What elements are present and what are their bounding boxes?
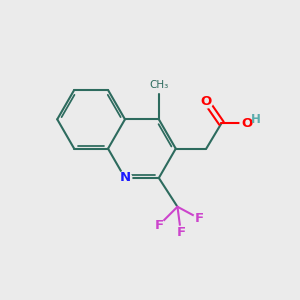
Circle shape (153, 220, 165, 231)
Circle shape (194, 213, 206, 224)
Text: F: F (154, 219, 164, 232)
Text: O: O (241, 117, 253, 130)
Text: N: N (119, 172, 130, 184)
Text: O: O (201, 95, 212, 108)
Circle shape (200, 94, 213, 108)
Text: F: F (176, 226, 185, 239)
Circle shape (240, 116, 253, 130)
Circle shape (118, 171, 132, 185)
Circle shape (175, 226, 187, 238)
Text: H: H (251, 113, 261, 126)
Text: CH₃: CH₃ (149, 80, 169, 89)
Text: F: F (195, 212, 204, 225)
